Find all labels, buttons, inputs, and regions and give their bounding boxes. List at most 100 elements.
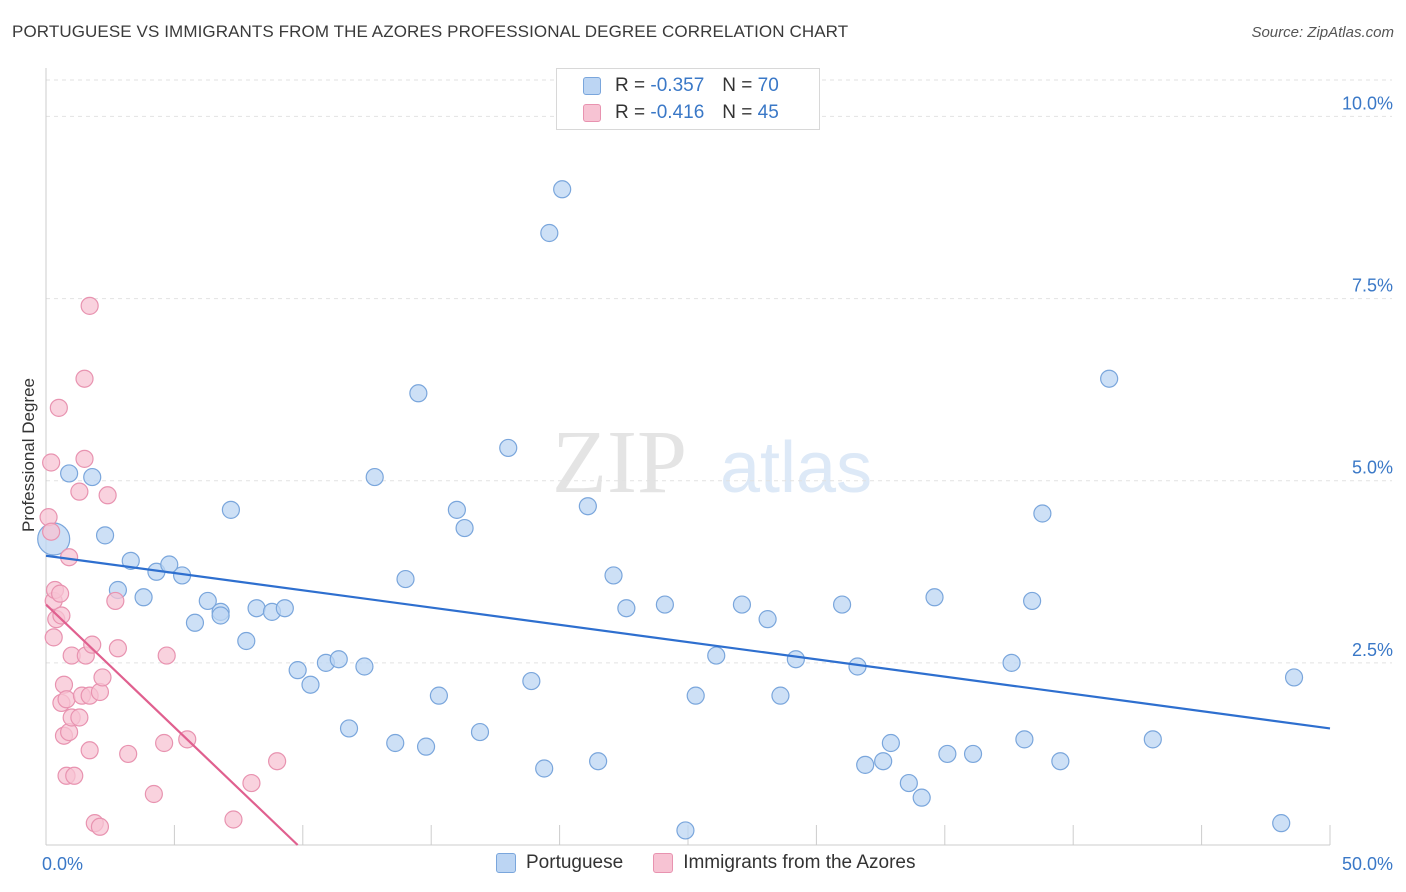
portuguese-point — [676, 821, 695, 840]
azores-point — [80, 741, 99, 760]
portuguese-point — [134, 588, 153, 607]
azores-point — [42, 453, 61, 472]
azores-point — [65, 766, 84, 785]
portuguese-point — [185, 613, 205, 632]
azores-point — [44, 628, 63, 647]
azores-point — [52, 606, 71, 625]
portuguese-point — [499, 438, 518, 458]
portuguese-point — [771, 686, 790, 705]
portuguese-point — [355, 657, 374, 676]
y-tick-label: 7.5% — [1352, 276, 1393, 296]
portuguese-point — [553, 180, 572, 199]
portuguese-point — [617, 599, 636, 618]
axes — [45, 68, 1331, 846]
portuguese-point — [732, 595, 752, 614]
azores-point — [90, 817, 110, 836]
azores-point — [93, 668, 112, 687]
portuguese-point — [963, 744, 983, 764]
legend-label-azores: Immigrants from the Azores — [683, 852, 916, 873]
portuguese-point — [786, 650, 805, 669]
portuguese-point — [655, 595, 674, 614]
y-tick-label: 10.0% — [1342, 93, 1393, 113]
azores-point — [224, 810, 243, 829]
azores-point — [157, 646, 176, 665]
legend-row-portuguese: R = -0.357 N = 70 — [583, 73, 779, 99]
azores-point — [75, 369, 94, 388]
portuguese-point — [447, 500, 466, 519]
portuguese-point — [339, 719, 359, 738]
legend-n-label: N = — [722, 102, 753, 123]
portuguese-point — [416, 737, 436, 756]
legend-n-value: 70 — [757, 75, 779, 96]
portuguese-point — [237, 631, 256, 651]
portuguese-point — [881, 733, 900, 753]
portuguese-point — [329, 650, 348, 669]
stats-legend: R = -0.357 N = 70 R = -0.416 N = 45 — [556, 68, 820, 130]
azores-point — [98, 486, 117, 505]
legend-r-value: -0.416 — [650, 102, 705, 123]
portuguese-point — [1284, 668, 1304, 687]
portuguese-point — [275, 599, 294, 618]
azores-trend-line — [45, 603, 299, 846]
portuguese-point — [396, 569, 415, 589]
trend-lines — [45, 554, 1331, 846]
portuguese-point — [912, 788, 931, 807]
portuguese-point — [1023, 591, 1042, 611]
portuguese-point — [365, 467, 384, 487]
azores-point — [57, 690, 76, 709]
portuguese-point — [856, 755, 875, 774]
portuguese-point — [832, 595, 852, 614]
portuguese-point — [247, 599, 266, 618]
portuguese-point — [938, 744, 957, 764]
tick-labels: 2.5% 5.0% 7.5% 10.0% 0.0% 50.0% — [42, 93, 1393, 874]
azores-point — [242, 773, 261, 793]
azores-point — [49, 398, 68, 417]
portuguese-points — [37, 180, 1304, 840]
portuguese-point — [899, 773, 918, 793]
portuguese-point — [301, 675, 320, 694]
portuguese-point — [707, 646, 726, 665]
legend-row-azores: R = -0.416 N = 45 — [583, 100, 779, 126]
gridlines — [46, 79, 1392, 664]
portuguese-point — [1015, 730, 1034, 749]
portuguese-point — [522, 671, 541, 691]
portuguese-point — [60, 464, 79, 483]
azores-point — [119, 744, 138, 764]
legend-r-label: R = — [615, 102, 646, 123]
portuguese-point — [455, 518, 474, 538]
portuguese-point — [874, 752, 893, 771]
portuguese-point — [1033, 504, 1052, 523]
portuguese-point — [604, 566, 623, 585]
azores-point — [268, 752, 287, 771]
portuguese-point — [540, 223, 559, 243]
portuguese-point — [121, 551, 140, 570]
y-axis-label: Professional Degree — [19, 378, 38, 532]
portuguese-point — [1272, 814, 1291, 833]
portuguese-point — [1100, 369, 1119, 388]
series-legend: Portuguese Immigrants from the Azores — [496, 852, 945, 874]
watermark-atlas: atlas — [720, 428, 872, 508]
portuguese-point — [198, 591, 217, 611]
y-tick-label: 2.5% — [1352, 640, 1393, 660]
portuguese-point — [429, 686, 449, 705]
portuguese-point — [386, 733, 405, 753]
azores-point — [155, 733, 174, 753]
source-label: Source: ZipAtlas.com — [1251, 24, 1394, 41]
portuguese-trend-line — [45, 554, 1331, 730]
portuguese-point — [758, 610, 777, 629]
legend-swatch-blue — [496, 853, 516, 873]
x-tick-label: 50.0% — [1342, 854, 1393, 874]
legend-item-azores: Immigrants from the Azores — [653, 852, 915, 874]
azores-points — [39, 296, 287, 836]
legend-item-portuguese: Portuguese — [496, 852, 623, 874]
azores-point — [83, 635, 102, 654]
azores-point — [51, 584, 70, 603]
azores-point — [80, 296, 99, 315]
legend-swatch-blue — [583, 77, 601, 95]
azores-point — [42, 522, 61, 541]
azores-point — [75, 449, 94, 468]
portuguese-point — [95, 526, 115, 545]
portuguese-point — [221, 500, 240, 519]
legend-n-label: N = — [722, 75, 753, 96]
